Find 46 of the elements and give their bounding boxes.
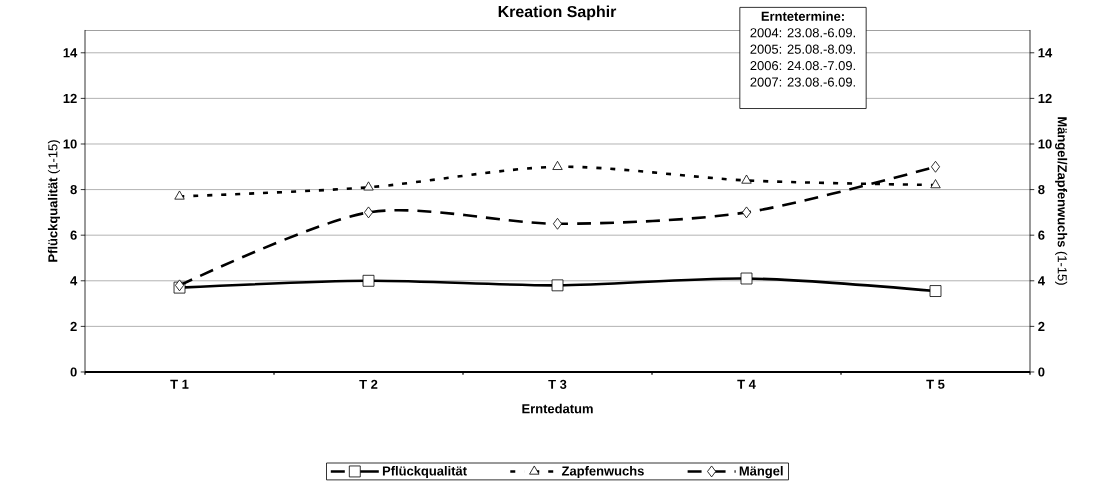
y-tick-label: 2 [70,321,77,331]
point [742,206,752,219]
x-tick-label: T 4 [737,379,756,389]
point [930,179,941,189]
point [929,285,942,297]
y-tick-label: 10 [63,139,77,149]
y-tick-label: 8 [70,185,77,195]
y-tick-label: 4 [70,276,78,286]
legend-label: Mängel [739,466,783,479]
point [364,206,374,219]
point [741,174,752,184]
point [552,160,563,170]
annotation: 2007: 23.08.-6.09. [750,77,855,87]
point [363,181,374,191]
x-tick-label: T 2 [359,379,378,389]
text: Erntetermine: [761,11,844,21]
x-tick-label: T 3 [548,379,567,389]
y2-tick-label: 14 [1038,48,1053,58]
x-axis-title: Erntedatum [522,403,593,414]
y2-tick-label: 0 [1038,367,1045,377]
point [551,279,564,292]
y-axis-title: Pflückqualität (1-15) [47,140,60,262]
y-tick-label: 0 [70,367,77,377]
chart-title: Kreation Saphir [498,5,617,21]
y2-tick-label: 2 [1038,321,1045,331]
legend-label: Pflückqualität [382,466,467,479]
legend-label: Zapfenwuchs [561,466,644,479]
x-tick-label: T 5 [926,379,945,389]
point [553,217,563,230]
y-tick-label: 12 [63,93,77,103]
y2-tick-label: 6 [1038,230,1045,240]
annotation: 2004: 23.08.-6.09. [750,28,855,38]
y2-tick-label: 12 [1038,93,1052,103]
point [362,274,375,287]
y2-tick-label: 4 [1037,276,1045,286]
x-tick-label: T 1 [170,379,189,389]
y2-axis-title: Mängel/Zapfenwuchs (1-15) [1055,117,1068,285]
y2-tick-label: 8 [1038,185,1045,195]
y2-tick-label: 10 [1038,139,1052,149]
y-tick-label: 6 [70,230,77,240]
point [931,160,941,173]
annotation: 2006: 24.08.-7.09. [750,61,855,71]
annotation: 2005: 25.08.-8.09. [750,44,855,54]
point [174,190,185,200]
y-tick-label: 14 [63,48,78,58]
point [740,272,753,285]
